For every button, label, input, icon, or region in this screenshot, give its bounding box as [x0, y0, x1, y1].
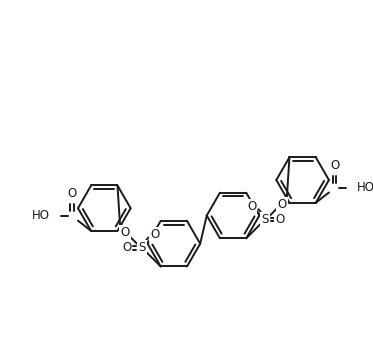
Text: O: O [330, 159, 339, 172]
Text: O: O [122, 241, 132, 254]
Text: O: O [150, 228, 160, 241]
Text: S: S [138, 241, 145, 254]
Text: O: O [68, 187, 77, 200]
Text: HO: HO [357, 181, 373, 194]
Text: HO: HO [32, 209, 50, 222]
Text: O: O [277, 198, 286, 211]
Text: O: O [120, 226, 129, 239]
Text: S: S [261, 213, 269, 226]
Text: O: O [275, 213, 285, 226]
Text: O: O [247, 200, 257, 213]
